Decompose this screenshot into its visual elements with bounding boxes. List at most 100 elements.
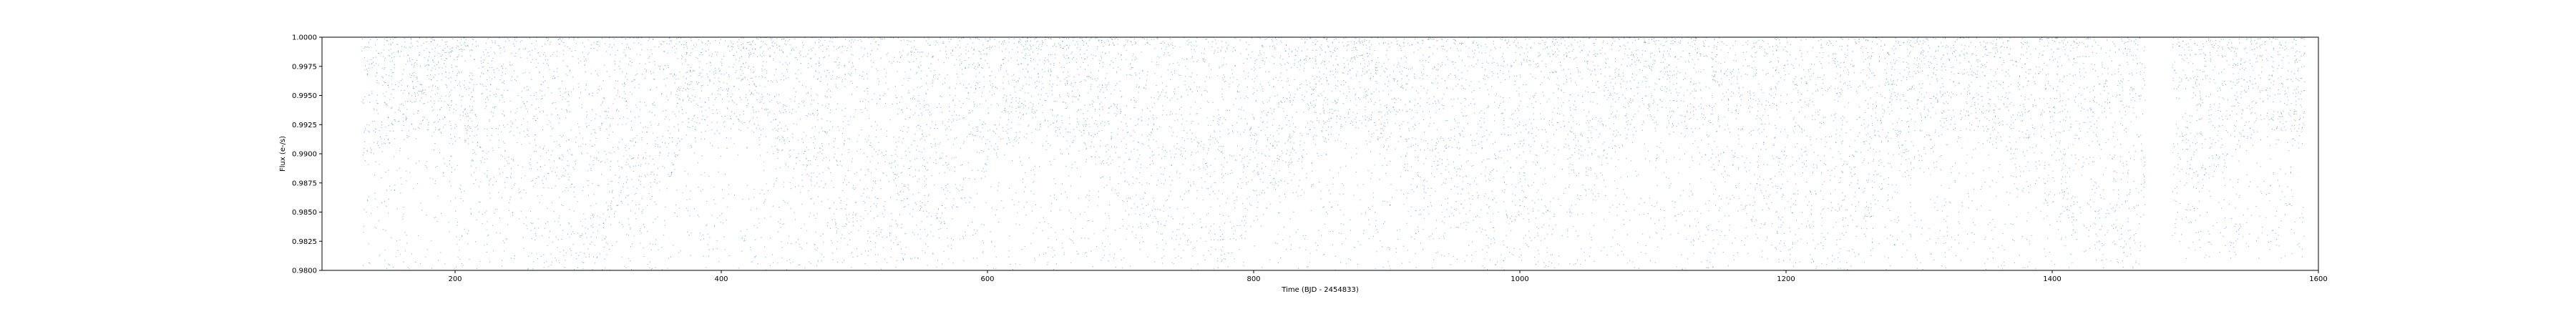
data-point bbox=[393, 266, 394, 268]
data-point bbox=[962, 142, 965, 144]
data-point bbox=[1076, 118, 1078, 119]
data-point bbox=[827, 222, 829, 224]
data-point bbox=[676, 90, 678, 92]
data-point bbox=[736, 70, 737, 72]
data-point bbox=[912, 97, 914, 99]
data-point bbox=[638, 204, 640, 205]
data-point bbox=[441, 96, 442, 97]
data-point bbox=[601, 124, 602, 126]
data-point bbox=[547, 124, 548, 125]
data-point bbox=[670, 41, 673, 42]
data-point bbox=[585, 232, 586, 234]
data-point bbox=[948, 126, 950, 127]
data-point bbox=[965, 202, 967, 203]
data-point bbox=[647, 205, 648, 206]
data-point bbox=[433, 109, 434, 111]
data-point bbox=[942, 42, 943, 44]
data-point bbox=[411, 74, 413, 77]
data-point bbox=[525, 175, 526, 177]
data-point bbox=[601, 174, 602, 175]
data-point bbox=[516, 37, 517, 39]
data-point bbox=[865, 99, 867, 100]
data-point bbox=[1085, 125, 1087, 127]
data-point bbox=[631, 243, 633, 245]
data-point bbox=[367, 46, 369, 48]
data-point bbox=[753, 112, 754, 113]
data-point bbox=[819, 40, 821, 41]
data-point bbox=[546, 260, 547, 263]
data-point bbox=[777, 137, 779, 139]
data-point bbox=[1053, 101, 1055, 102]
data-point bbox=[922, 250, 923, 252]
data-point bbox=[678, 87, 680, 88]
data-point bbox=[807, 165, 809, 166]
data-point bbox=[1005, 70, 1008, 72]
data-point bbox=[423, 42, 424, 44]
data-point bbox=[626, 104, 628, 106]
data-point bbox=[604, 258, 605, 260]
data-point bbox=[990, 84, 991, 86]
data-point bbox=[613, 44, 615, 46]
data-point bbox=[895, 239, 897, 240]
data-point bbox=[1066, 83, 1068, 84]
data-point bbox=[366, 46, 367, 48]
data-point bbox=[1015, 223, 1017, 225]
data-point bbox=[673, 152, 675, 154]
data-point bbox=[623, 49, 625, 51]
data-point bbox=[611, 46, 613, 48]
data-point bbox=[1053, 178, 1055, 180]
data-point bbox=[708, 99, 710, 101]
data-point bbox=[501, 66, 502, 67]
data-point bbox=[422, 119, 424, 121]
data-point bbox=[714, 77, 716, 79]
data-point bbox=[709, 79, 711, 81]
data-point bbox=[1050, 210, 1052, 212]
data-point bbox=[891, 225, 892, 227]
data-point bbox=[550, 253, 552, 255]
data-point bbox=[686, 185, 687, 187]
data-point bbox=[1142, 70, 1143, 72]
data-point bbox=[635, 142, 637, 143]
data-point bbox=[532, 118, 534, 119]
data-point bbox=[689, 127, 691, 128]
data-point bbox=[490, 46, 492, 49]
data-point bbox=[985, 143, 987, 144]
data-point bbox=[675, 94, 677, 96]
data-point bbox=[774, 42, 776, 44]
data-point bbox=[533, 261, 535, 263]
data-point bbox=[759, 47, 761, 49]
data-point bbox=[504, 142, 505, 144]
data-point bbox=[469, 118, 471, 119]
data-point bbox=[418, 90, 419, 92]
data-point bbox=[742, 199, 743, 200]
data-point bbox=[645, 69, 648, 71]
data-point bbox=[372, 121, 374, 122]
data-point bbox=[455, 197, 457, 199]
data-point bbox=[669, 176, 670, 177]
data-point bbox=[1008, 250, 1010, 252]
data-point bbox=[924, 104, 926, 106]
data-point bbox=[466, 130, 467, 132]
data-point bbox=[633, 157, 635, 159]
data-point bbox=[1059, 38, 1060, 39]
data-point bbox=[547, 40, 549, 41]
data-point bbox=[1042, 104, 1043, 106]
data-point bbox=[831, 74, 833, 76]
data-point bbox=[689, 199, 691, 200]
data-point bbox=[985, 202, 987, 203]
data-point bbox=[550, 135, 552, 137]
data-point bbox=[1100, 145, 1101, 147]
data-point bbox=[919, 128, 921, 129]
data-point bbox=[1070, 212, 1072, 213]
data-point bbox=[419, 263, 421, 264]
data-point bbox=[862, 100, 864, 102]
data-point bbox=[434, 180, 436, 182]
data-point bbox=[946, 156, 947, 157]
data-point bbox=[863, 200, 864, 202]
data-point bbox=[723, 121, 726, 122]
data-point bbox=[686, 207, 688, 209]
data-point bbox=[418, 127, 419, 128]
data-point bbox=[982, 240, 983, 242]
data-point bbox=[1098, 114, 1101, 116]
data-point bbox=[1126, 228, 1128, 230]
